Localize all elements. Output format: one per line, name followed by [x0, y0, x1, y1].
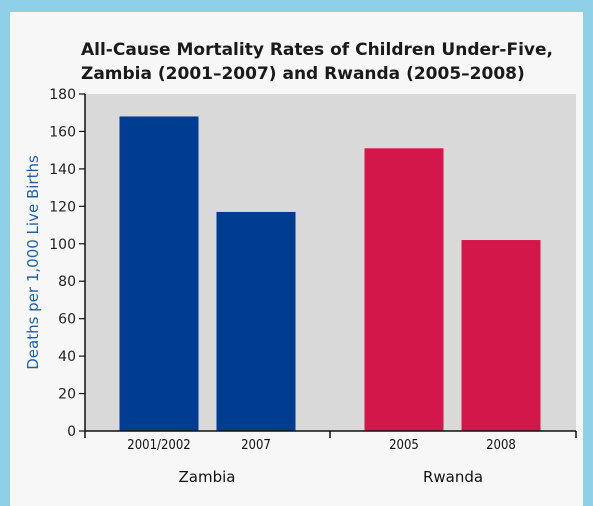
y-tick-label: 120 — [49, 199, 76, 215]
y-tick-label: 0 — [67, 424, 76, 440]
x-tick-label: 2007 — [241, 438, 271, 453]
y-tick-label: 100 — [49, 237, 76, 253]
group-label-rwanda: Rwanda — [423, 468, 483, 486]
y-axis-label: Deaths per 1,000 Live Births — [24, 155, 42, 370]
y-tick-label: 160 — [49, 124, 76, 140]
chart-title-line-2: Zambia (2001–2007) and Rwanda (2005–2008… — [81, 64, 525, 84]
x-tick-label: 2005 — [389, 438, 419, 453]
y-tick-label: 20 — [58, 387, 76, 403]
mortality-bar-chart: All-Cause Mortality Rates of Children Un… — [24, 40, 577, 486]
x-tick-label: 2008 — [486, 438, 516, 453]
y-tick-label: 180 — [49, 87, 76, 103]
bars-layer — [119, 116, 541, 432]
bar-rwanda-2005 — [364, 148, 444, 432]
axes-layer — [79, 93, 577, 438]
y-tick-label: 80 — [58, 274, 76, 290]
bar-rwanda-2008 — [461, 240, 541, 431]
bar-zambia-2001-2002 — [119, 116, 199, 431]
y-tick-label: 40 — [58, 349, 76, 365]
y-tick-label: 140 — [49, 162, 76, 178]
group-label-zambia: Zambia — [179, 468, 236, 486]
x-tick-label: 2001/2002 — [127, 438, 190, 453]
chart-panel: All-Cause Mortality Rates of Children Un… — [10, 12, 583, 506]
y-tick-label: 60 — [58, 312, 76, 328]
chart-title-line-1: All-Cause Mortality Rates of Children Un… — [81, 40, 553, 60]
bar-zambia-2007 — [216, 211, 296, 431]
